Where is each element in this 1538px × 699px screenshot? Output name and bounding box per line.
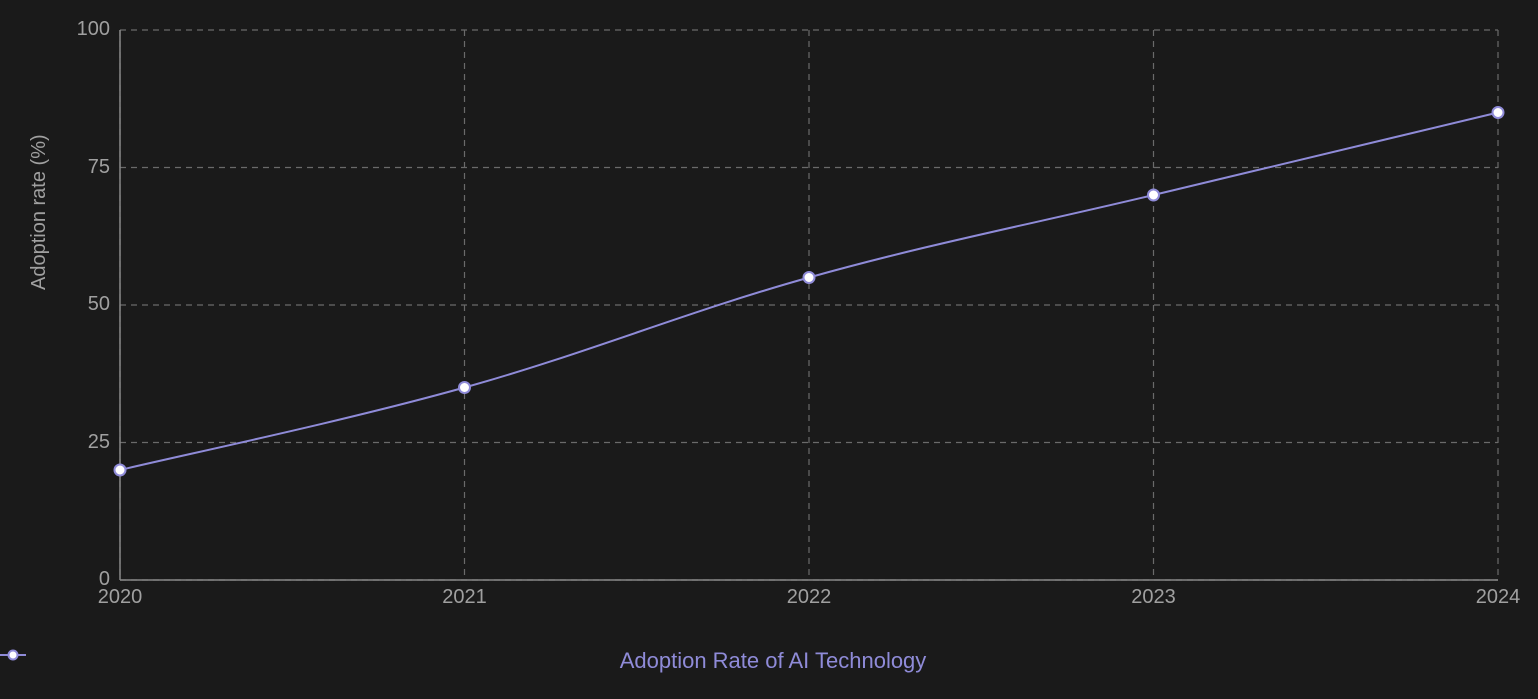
x-tick-label: 2022 [779,586,839,609]
legend: Adoption Rate of AI Technology [0,648,1538,674]
x-tick-label: 2021 [435,586,495,609]
chart-svg [0,0,1538,699]
legend-label: Adoption Rate of AI Technology [620,648,927,673]
y-tick-label: 50 [88,293,110,316]
x-tick-label: 2024 [1468,586,1528,609]
line-chart: Adoption rate (%) Adoption Rate of AI Te… [0,0,1538,699]
y-tick-label: 100 [77,18,110,41]
x-tick-label: 2023 [1124,586,1184,609]
x-tick-label: 2020 [90,586,150,609]
y-axis-label: Adoption rate (%) [28,134,51,290]
y-tick-label: 75 [88,156,110,179]
y-tick-label: 25 [88,431,110,454]
